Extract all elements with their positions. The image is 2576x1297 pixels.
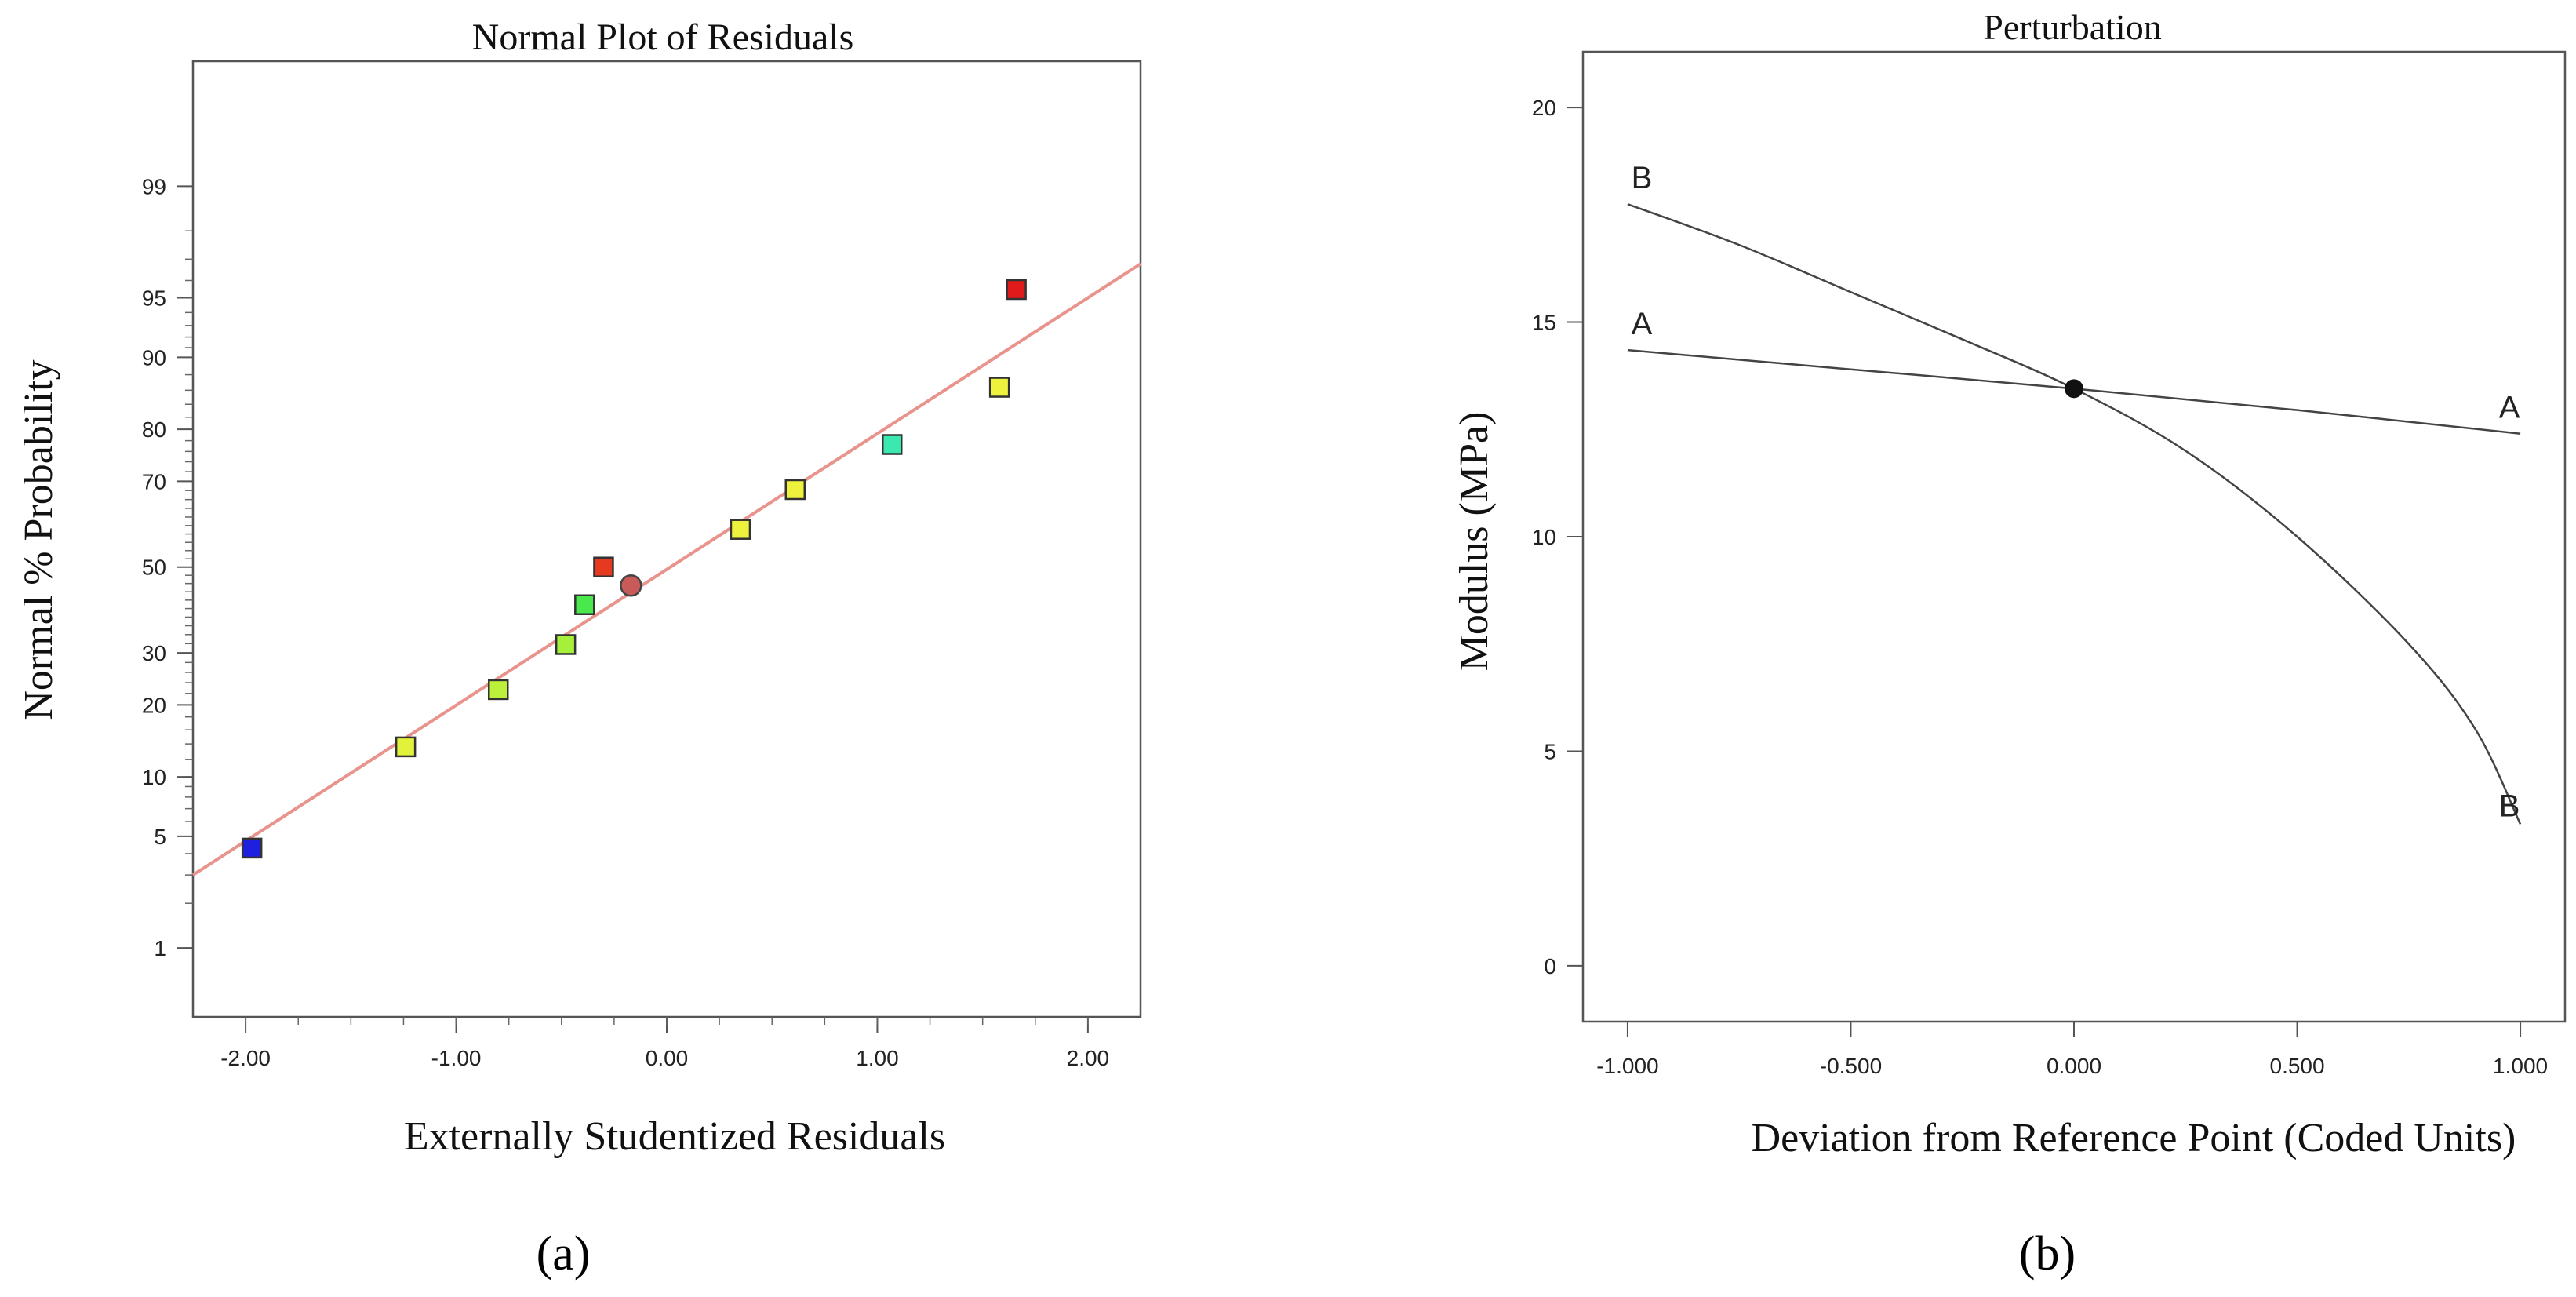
- panel-a-x-tick-label: -2.00: [220, 1046, 271, 1070]
- panel-b-x-tick-label: 0.500: [2270, 1054, 2325, 1078]
- panel-b-y-tick-label: 15: [1532, 311, 1556, 335]
- panel-a-point: [241, 837, 263, 859]
- panel-b-series-a-start-label: A: [1632, 307, 1653, 341]
- panel-b-y-tick-label: 0: [1544, 954, 1556, 978]
- panel-a-x-tick-label: -1.00: [431, 1046, 482, 1070]
- panel-b-series-a-end-label: A: [2499, 391, 2520, 425]
- panel-a-y-tick-label: 80: [142, 417, 166, 442]
- panel-a-point: [593, 556, 614, 577]
- panel-b-series: A A B B: [1627, 161, 2522, 825]
- panel-b-perturbation: Perturbation 0 5 10 15 20 -1.000 -0.500 0.000 0…: [1452, 7, 2567, 1281]
- panel-a-y-tick-label: 90: [142, 345, 166, 370]
- panel-b-y-tick-label: 5: [1544, 739, 1556, 763]
- panel-b-y-axis: 0 5 10 15 20: [1532, 96, 1583, 978]
- panel-b-x-axis: -1.000 -0.500 0.000 0.500 1.000: [1596, 1022, 2548, 1078]
- panel-a-point: [881, 434, 903, 455]
- panel-b-x-tick-label: 0.000: [2047, 1054, 2101, 1078]
- panel-a-y-tick-label: 70: [142, 469, 166, 494]
- panel-a-title: Normal Plot of Residuals: [472, 16, 854, 58]
- panel-a-minor-ticks: [185, 185, 193, 949]
- panel-b-y-label: Modulus (MPa): [1452, 412, 1497, 672]
- panel-a-y-tick-label: 99: [142, 174, 166, 199]
- panel-a-point: [574, 594, 595, 615]
- panel-a-point: [730, 519, 751, 540]
- panel-a-point: [555, 634, 577, 655]
- panel-a-y-axis: 1 5 10 20 30 50 70 80 90 95 99: [142, 174, 193, 960]
- panel-b-caption: (b): [2019, 1227, 2076, 1281]
- panel-a-point: [395, 736, 417, 758]
- panel-a-x-tick-label: 2.00: [1067, 1046, 1110, 1070]
- panel-a-y-tick-label: 5: [154, 825, 166, 849]
- panel-b-reference-point: [2065, 379, 2083, 399]
- panel-a-y-tick-label: 20: [142, 693, 166, 717]
- panel-a-y-tick-label: 50: [142, 556, 166, 580]
- panel-a-point: [1006, 279, 1027, 301]
- panel-b-title: Perturbation: [1983, 7, 2161, 47]
- panel-b-series-b-line: [1627, 202, 2522, 825]
- panel-b-y-tick-label: 10: [1532, 525, 1556, 549]
- panel-a-x-label: Externally Studentized Residuals: [404, 1114, 945, 1159]
- panel-a-point: [620, 574, 642, 597]
- panel-a-caption: (a): [537, 1227, 591, 1281]
- panel-a-point: [487, 679, 509, 701]
- panel-b-plot-frame: [1581, 50, 2567, 1023]
- panel-a-y-tick-label: 30: [142, 641, 166, 665]
- panel-a-x-tick-label: 0.00: [646, 1046, 689, 1070]
- panel-a-reference-line: [191, 262, 1142, 876]
- panel-b-series-b-start-label: B: [1632, 161, 1653, 195]
- panel-a-x-axis: -2.00 -1.00 0.00 1.00 2.00: [220, 1017, 1109, 1070]
- panel-a-points: [241, 279, 1027, 859]
- panel-a-plot-frame: [191, 60, 1142, 1018]
- panel-a-point: [988, 377, 1010, 398]
- panel-b-series-b-end-label: B: [2499, 789, 2520, 823]
- panel-a-y-tick-label: 95: [142, 286, 166, 311]
- panel-a-x-tick-label: 1.00: [856, 1046, 899, 1070]
- panel-a-point: [784, 479, 806, 501]
- panel-b-x-tick-label: 1.000: [2493, 1054, 2548, 1078]
- panel-b-x-tick-label: -0.500: [1820, 1054, 1882, 1078]
- panel-a-normal-plot: Normal Plot of Residuals 1 5 10 20 30 50 70 80 9…: [16, 16, 1142, 1281]
- panel-a-y-tick-label: 1: [154, 936, 166, 960]
- panel-b-x-tick-label: -1.000: [1596, 1054, 1658, 1078]
- panel-a-y-tick-label: 10: [142, 765, 166, 789]
- panel-b-y-tick-label: 20: [1532, 96, 1556, 120]
- panel-a-y-label: Normal % Probability: [16, 359, 61, 720]
- panel-b-x-label: Deviation from Reference Point (Coded Un…: [1752, 1116, 2516, 1160]
